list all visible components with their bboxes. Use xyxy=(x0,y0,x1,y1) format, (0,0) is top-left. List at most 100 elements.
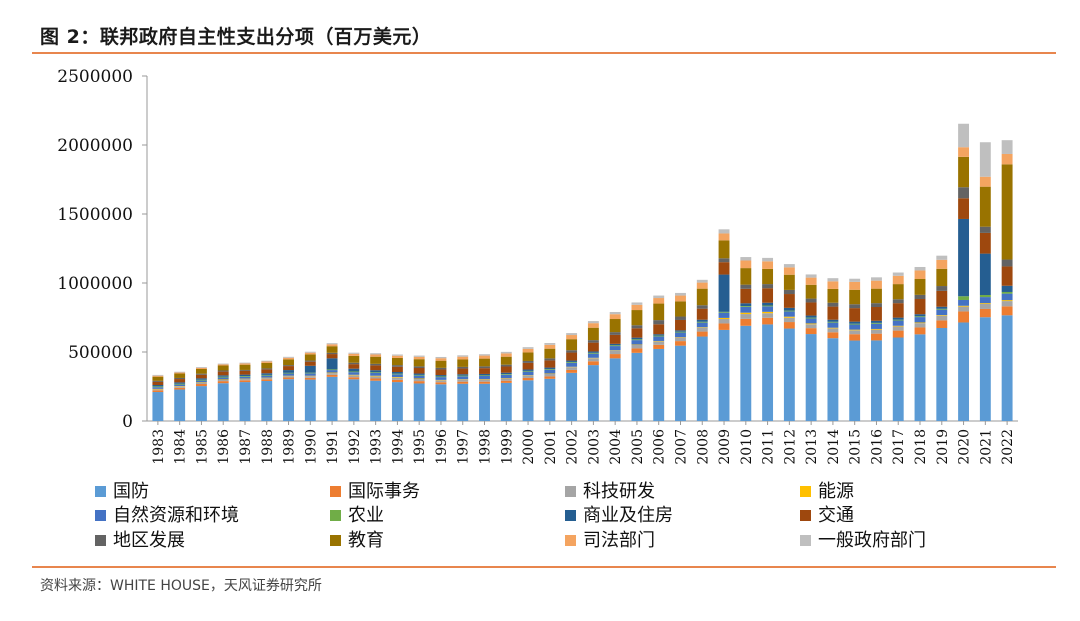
bar-segment xyxy=(152,386,164,388)
bar-segment xyxy=(718,262,730,275)
bar-segment xyxy=(500,378,512,381)
bar-segment xyxy=(239,379,251,381)
bar-segment xyxy=(675,316,686,320)
bar-segment xyxy=(304,354,316,361)
bar-segment xyxy=(479,368,490,374)
bar-segment xyxy=(522,375,534,378)
bar-segment xyxy=(174,377,186,380)
bar-segment xyxy=(849,334,861,341)
bar-segment xyxy=(283,372,294,374)
legend-label: 商业及住房 xyxy=(583,505,673,526)
bar-segment xyxy=(914,294,926,300)
bar-segment xyxy=(239,363,251,365)
bar-segment xyxy=(696,327,708,328)
bar-segment xyxy=(326,358,338,370)
bar-segment xyxy=(457,379,469,382)
x-tick-label: 1991 xyxy=(325,429,341,465)
bar-segment xyxy=(696,327,708,332)
bar-segment xyxy=(849,281,861,290)
bar-segment xyxy=(696,319,708,322)
bar-segment xyxy=(391,354,403,356)
bar-segment xyxy=(653,320,665,325)
x-tick-label: 1988 xyxy=(260,429,276,465)
bar-segment xyxy=(261,380,273,421)
x-tick-label: 1997 xyxy=(456,429,472,465)
bar-segment xyxy=(631,325,643,329)
bar-segment xyxy=(653,348,665,421)
legend-label: 科技研发 xyxy=(583,481,655,502)
bar-segment xyxy=(435,375,447,377)
bar-segment xyxy=(544,376,556,379)
bar-segment xyxy=(631,339,643,341)
bar-segment xyxy=(500,374,512,375)
bar-segment xyxy=(783,264,795,268)
bar-segment xyxy=(195,386,207,421)
bar-segment xyxy=(1001,293,1013,301)
bar-segment xyxy=(740,268,752,285)
bar-segment xyxy=(958,299,970,306)
bar-segment xyxy=(283,356,294,358)
bar-segment xyxy=(958,198,970,219)
bar-segment xyxy=(391,382,403,421)
bar-segment xyxy=(718,240,730,259)
legend-label: 国防 xyxy=(113,481,149,502)
bar-segment xyxy=(195,367,207,369)
bar-segment xyxy=(936,259,948,269)
bar-segment xyxy=(653,295,665,299)
bar-segment xyxy=(544,368,556,370)
bar-segment xyxy=(348,379,360,421)
bar-segment xyxy=(283,366,294,371)
bar-segment xyxy=(479,373,490,376)
bar-segment xyxy=(827,328,839,333)
bar-segment xyxy=(479,354,490,356)
bar-segment xyxy=(871,333,882,341)
bar-segment xyxy=(718,311,730,313)
bar-segment xyxy=(217,370,229,372)
bar-segment xyxy=(718,329,730,421)
bar-segment xyxy=(958,311,970,323)
bar-segment xyxy=(174,382,186,384)
bar-segment xyxy=(457,374,469,376)
bar-segment xyxy=(718,274,730,312)
bar-segment xyxy=(370,375,382,377)
bar-segment xyxy=(587,327,599,341)
bar-segment xyxy=(413,373,425,375)
bar-segment xyxy=(958,156,970,188)
bar-segment xyxy=(457,381,469,384)
bar-segment xyxy=(805,324,817,329)
bar-segment xyxy=(283,370,294,373)
bar-segment xyxy=(195,382,207,383)
bar-segment xyxy=(566,350,578,353)
bar-segment xyxy=(217,377,229,380)
bar-segment xyxy=(152,376,164,381)
bar-segment xyxy=(413,374,425,376)
bar-segment xyxy=(675,345,686,421)
bar-segment xyxy=(457,375,469,377)
legend-label: 交通 xyxy=(818,505,854,526)
bar-segment xyxy=(675,292,686,296)
bar-segment xyxy=(326,354,338,359)
bar-segment xyxy=(261,379,273,381)
bar-segment xyxy=(370,380,382,421)
bar-segment xyxy=(849,304,861,309)
bar-segment xyxy=(304,361,316,366)
bar-segment xyxy=(762,324,774,421)
bar-segment xyxy=(958,306,970,312)
bar-segment xyxy=(283,376,294,378)
bar-segment xyxy=(936,290,948,307)
bar-segment xyxy=(152,380,164,382)
x-tick-label: 1993 xyxy=(369,429,385,465)
bar-segment xyxy=(217,363,229,365)
bar-segment xyxy=(283,365,294,367)
bar-segment xyxy=(391,377,403,378)
bar-segment xyxy=(892,299,904,304)
bar-segment xyxy=(239,370,251,375)
bar-segment xyxy=(587,365,599,421)
bar-segment xyxy=(805,315,817,318)
bar-segment xyxy=(914,316,926,318)
bar-segment xyxy=(239,376,251,377)
bar-segment xyxy=(587,351,599,353)
legend-swatch xyxy=(800,486,811,497)
bar-segment xyxy=(696,336,708,421)
x-tick-label: 2009 xyxy=(717,429,733,465)
